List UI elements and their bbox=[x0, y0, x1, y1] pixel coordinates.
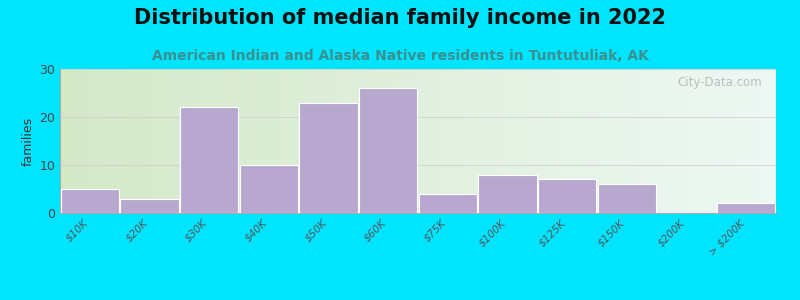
Bar bbox=[180, 107, 238, 213]
Bar bbox=[478, 175, 537, 213]
Bar bbox=[239, 165, 298, 213]
Text: City-Data.com: City-Data.com bbox=[677, 76, 762, 89]
Bar bbox=[598, 184, 656, 213]
Bar bbox=[418, 194, 477, 213]
Bar bbox=[717, 203, 775, 213]
Bar bbox=[120, 199, 178, 213]
Text: American Indian and Alaska Native residents in Tuntutuliak, AK: American Indian and Alaska Native reside… bbox=[151, 50, 649, 64]
Text: Distribution of median family income in 2022: Distribution of median family income in … bbox=[134, 8, 666, 28]
Bar bbox=[61, 189, 119, 213]
Y-axis label: families: families bbox=[22, 116, 35, 166]
Bar bbox=[359, 88, 418, 213]
Bar bbox=[299, 103, 358, 213]
Bar bbox=[538, 179, 597, 213]
